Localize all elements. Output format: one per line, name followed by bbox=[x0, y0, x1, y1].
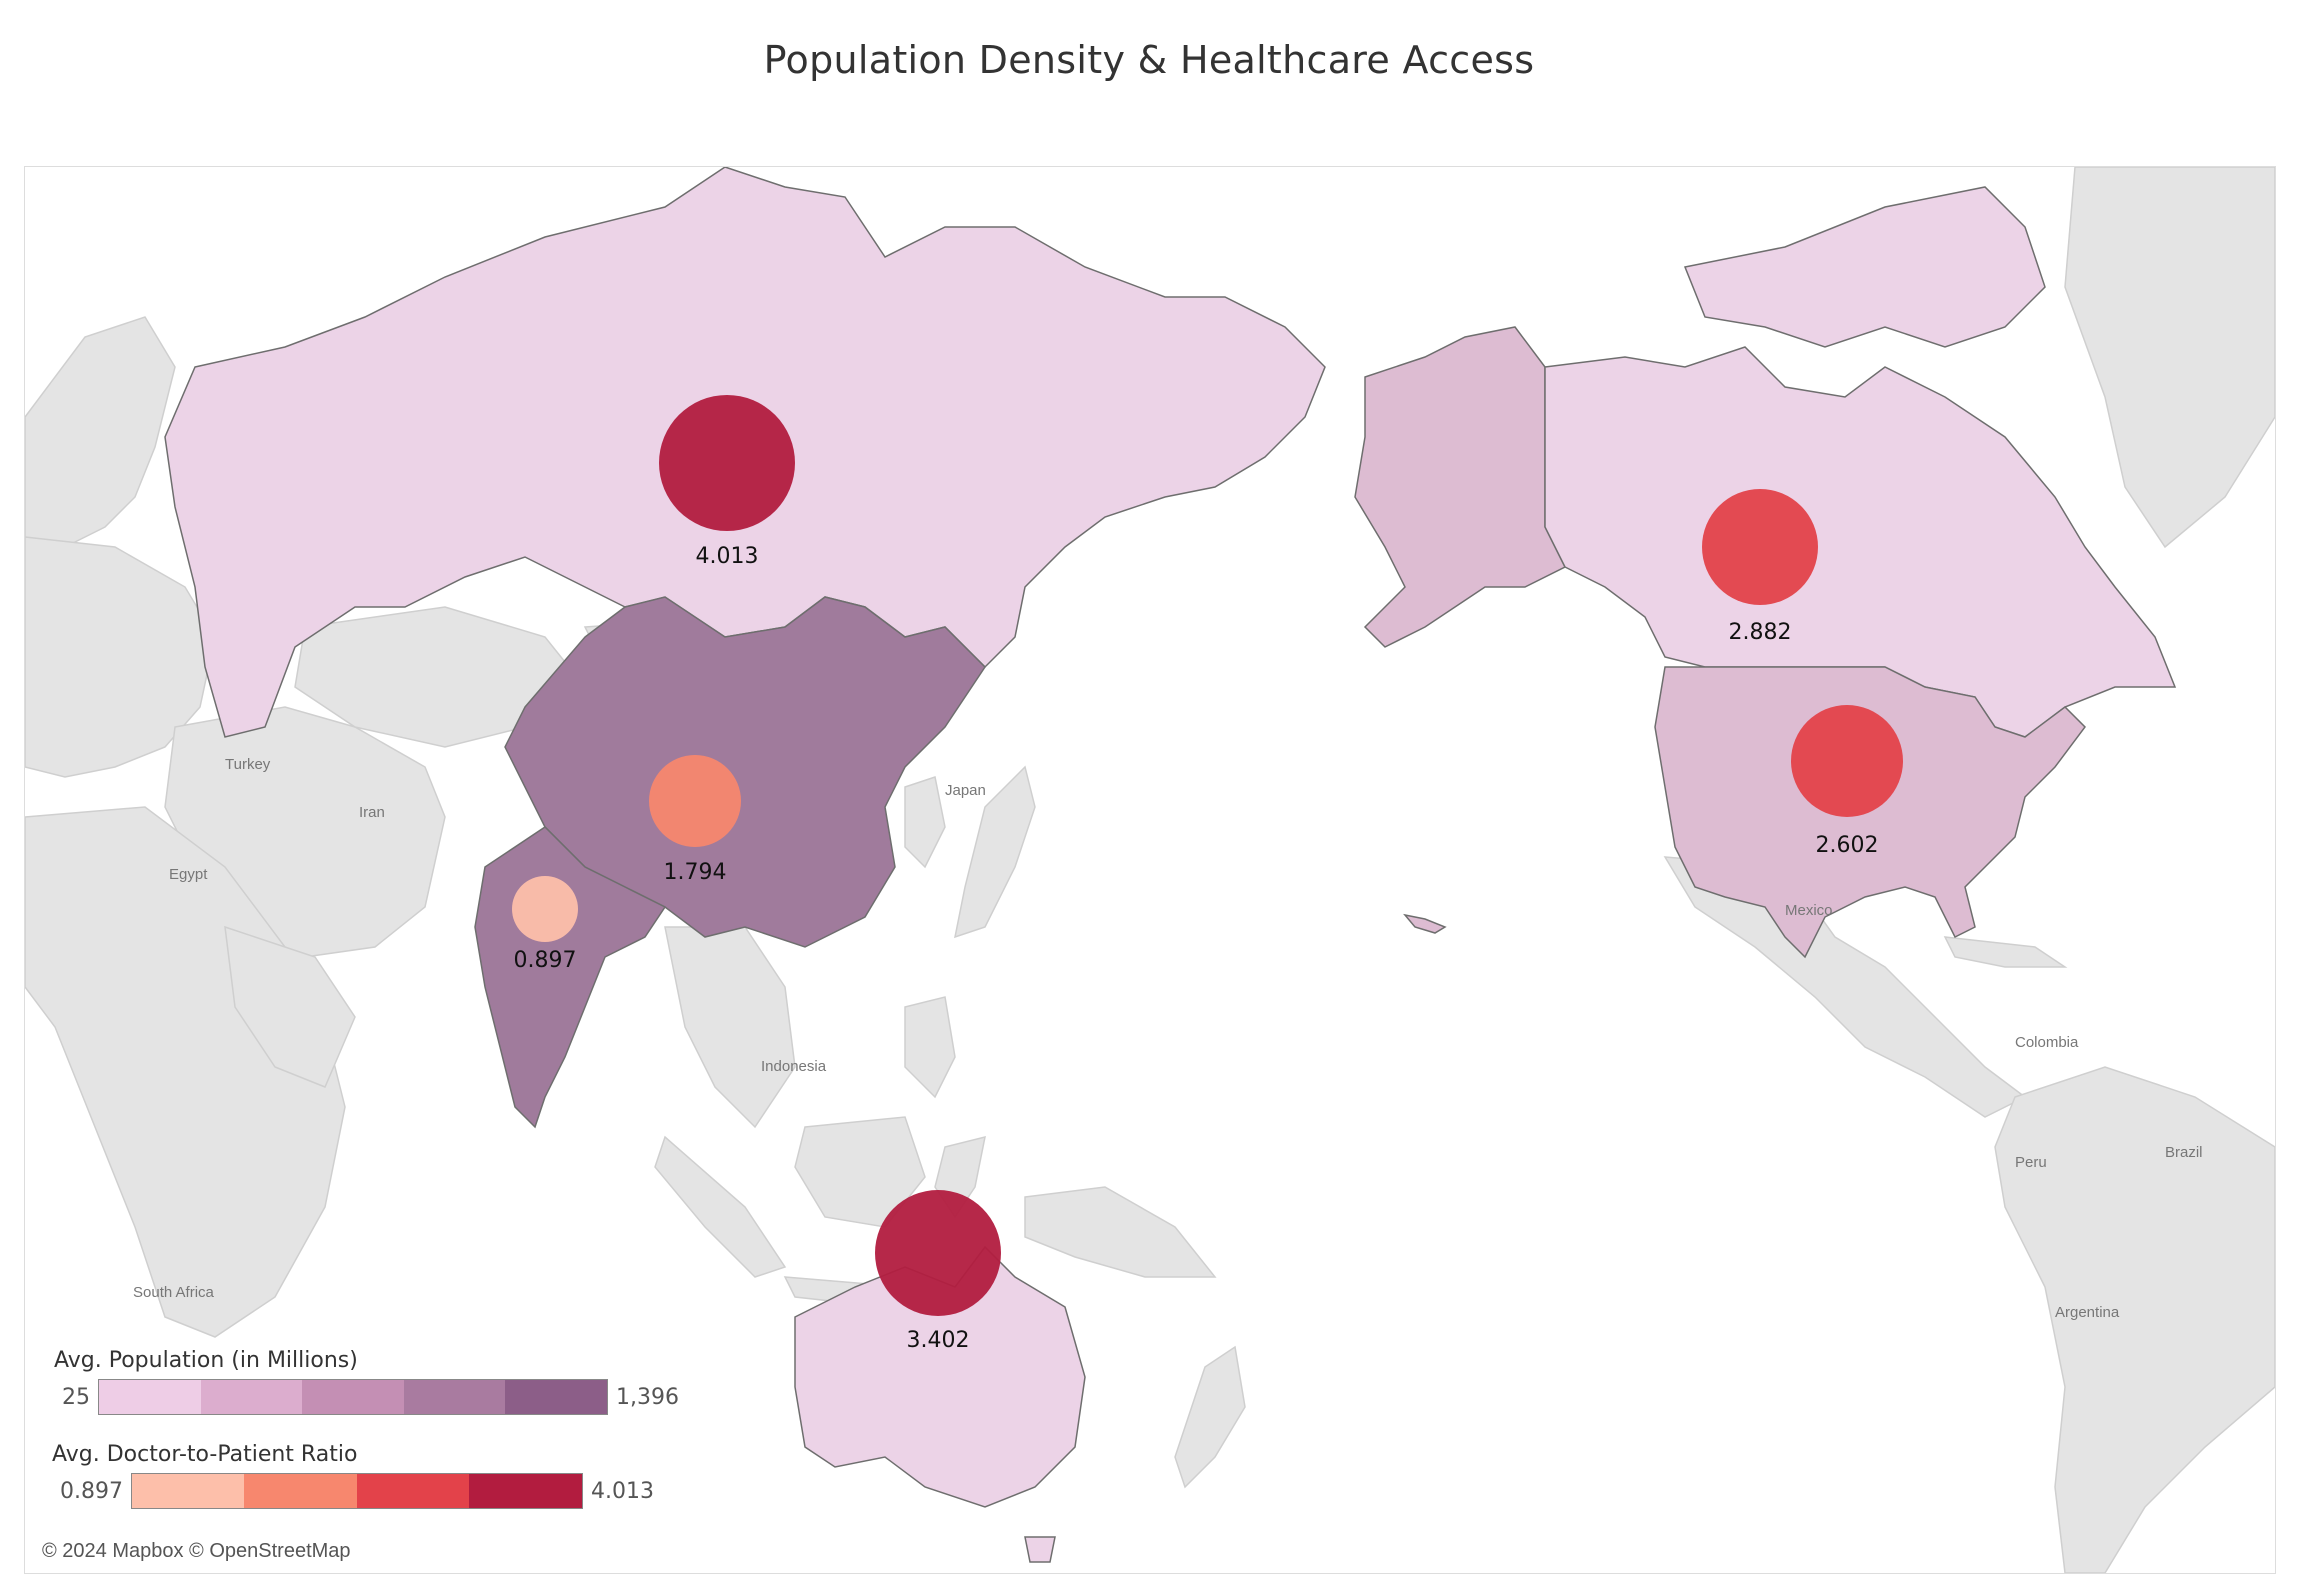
country-canada-arctic bbox=[1683, 186, 2046, 348]
country-alaska bbox=[1354, 326, 1567, 648]
base-land bbox=[25, 167, 2275, 1573]
bubble-circle[interactable] bbox=[875, 1190, 1001, 1316]
bubble-china[interactable]: 1.794 bbox=[649, 755, 741, 885]
country-canada bbox=[1544, 346, 2177, 738]
bubble-value-label: 1.794 bbox=[664, 860, 727, 885]
map-attribution[interactable]: © 2024 Mapbox © OpenStreetMap bbox=[38, 1538, 355, 1565]
place-label-iran: Iran bbox=[359, 804, 385, 821]
legend-population-bar bbox=[98, 1379, 608, 1415]
land-scandinavia bbox=[25, 316, 176, 548]
land-new-guinea bbox=[1024, 1186, 1217, 1278]
place-label-turkey: Turkey bbox=[225, 756, 271, 773]
place-label-japan: Japan bbox=[945, 782, 986, 799]
land-se-asia bbox=[664, 926, 796, 1129]
map-canvas[interactable]: Turkey Iran Egypt Japan Indonesia South … bbox=[24, 166, 2276, 1574]
legend-swatch bbox=[244, 1474, 357, 1508]
place-label-egypt: Egypt bbox=[169, 866, 208, 883]
bubble-russia[interactable]: 4.013 bbox=[659, 395, 795, 569]
place-label-argentina: Argentina bbox=[2055, 1304, 2120, 1321]
legend-swatch bbox=[99, 1380, 201, 1414]
land-greenland bbox=[2064, 167, 2275, 549]
place-label-peru: Peru bbox=[2015, 1154, 2047, 1171]
legend-population-row: 25 1,396 bbox=[54, 1379, 679, 1415]
legend-ratio-title: Avg. Doctor-to-Patient Ratio bbox=[52, 1442, 358, 1467]
bubble-circle[interactable] bbox=[1702, 489, 1818, 605]
legend-ratio-max: 4.013 bbox=[590, 1478, 654, 1504]
place-label-colombia: Colombia bbox=[2015, 1034, 2079, 1051]
place-label-brazil: Brazil bbox=[2165, 1144, 2203, 1161]
land-mexico bbox=[1663, 856, 2027, 1118]
legend-ratio-bar bbox=[130, 1473, 583, 1509]
legend-population-title: Avg. Population (in Millions) bbox=[54, 1348, 358, 1373]
land-south-america bbox=[1994, 1066, 2275, 1573]
bubble-value-label: 2.602 bbox=[1816, 833, 1879, 858]
country-tasmania bbox=[1024, 1536, 1056, 1563]
bubble-circle[interactable] bbox=[649, 755, 741, 847]
bubble-circle[interactable] bbox=[659, 395, 795, 531]
legend-swatch bbox=[403, 1380, 506, 1414]
legend-ratio: Avg. Doctor-to-Patient Ratio 0.897 4.013 bbox=[52, 1442, 654, 1509]
bubble-circle[interactable] bbox=[512, 876, 578, 942]
legend-swatch bbox=[200, 1380, 303, 1414]
bubble-value-label: 3.402 bbox=[907, 1328, 970, 1353]
ratio-bubbles: 4.013 1.794 0.897 3.402 2.882 2.602 bbox=[512, 395, 1903, 1353]
place-label-south-africa: South Africa bbox=[133, 1284, 215, 1301]
country-hawaii bbox=[1403, 913, 1447, 934]
land-sumatra bbox=[654, 1135, 787, 1278]
land-philippines bbox=[904, 996, 956, 1099]
place-label-indonesia: Indonesia bbox=[761, 1058, 827, 1075]
bubble-australia[interactable]: 3.402 bbox=[875, 1190, 1001, 1353]
land-japan bbox=[954, 765, 1036, 939]
place-labels: Turkey Iran Egypt Japan Indonesia South … bbox=[133, 756, 2203, 1321]
bubble-canada[interactable]: 2.882 bbox=[1702, 489, 1818, 645]
legend-ratio-min: 0.897 bbox=[60, 1478, 123, 1504]
bubble-usa[interactable]: 2.602 bbox=[1791, 705, 1903, 858]
bubble-india[interactable]: 0.897 bbox=[512, 876, 578, 973]
legend-population-min: 25 bbox=[62, 1384, 90, 1410]
legend-swatch bbox=[131, 1474, 245, 1508]
chart-title: Population Density & Healthcare Access bbox=[763, 38, 1535, 82]
bubble-value-label: 0.897 bbox=[514, 948, 577, 973]
place-label-mexico: Mexico bbox=[1785, 902, 1833, 919]
land-arabia bbox=[224, 925, 356, 1088]
bubble-value-label: 4.013 bbox=[696, 544, 759, 569]
land-new-zealand bbox=[1174, 1345, 1246, 1489]
legend-swatch bbox=[302, 1380, 404, 1414]
legend-swatch bbox=[469, 1474, 582, 1508]
legend-ratio-row: 0.897 4.013 bbox=[52, 1473, 654, 1509]
legend-population-max: 1,396 bbox=[616, 1384, 679, 1410]
bubble-value-label: 2.882 bbox=[1729, 620, 1792, 645]
land-cuba bbox=[1943, 936, 2068, 968]
legend-swatch bbox=[505, 1380, 607, 1414]
land-africa bbox=[25, 806, 346, 1338]
legend-population: Avg. Population (in Millions) 25 1,396 bbox=[54, 1348, 679, 1415]
legend-swatch bbox=[356, 1474, 470, 1508]
bubble-circle[interactable] bbox=[1791, 705, 1903, 817]
world-map: Turkey Iran Egypt Japan Indonesia South … bbox=[25, 167, 2275, 1573]
land-korea bbox=[904, 776, 946, 869]
